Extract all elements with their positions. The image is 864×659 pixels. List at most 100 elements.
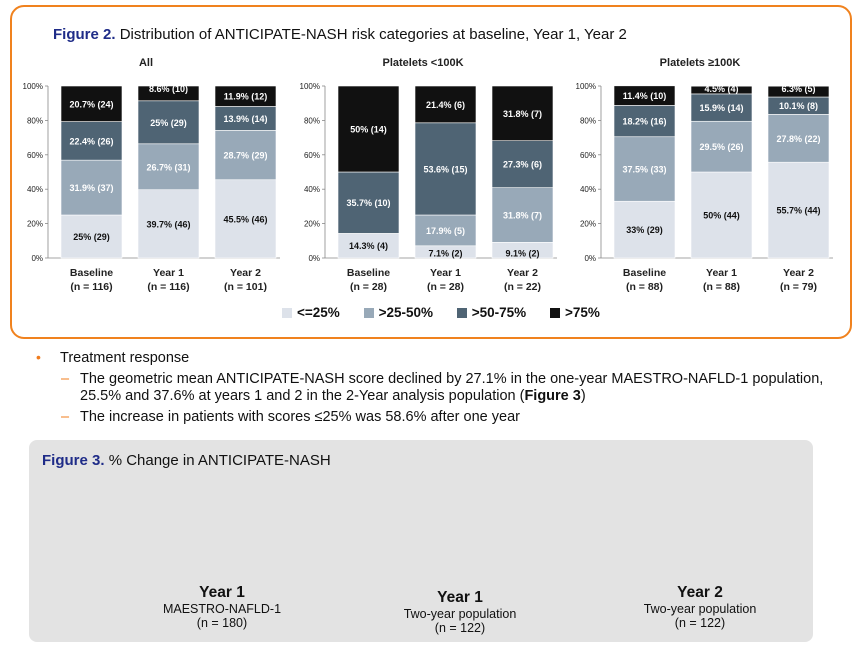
legend-item: >75% (549, 305, 600, 320)
category-label: Year 2 (783, 267, 814, 279)
bullet-sub-2-text: The increase in patients with scores ≤25… (80, 409, 520, 425)
data-label: 55.7% (44) (776, 206, 820, 216)
category-label: Year 1 (153, 267, 184, 279)
bar-segment (690, 85, 753, 95)
legend-swatch (282, 308, 292, 318)
category-label: (n = 116) (147, 281, 189, 293)
data-label: 39.7% (46) (146, 219, 190, 229)
bullet-sub-1: – The geometric mean ANTICIPATE-NASH sco… (36, 371, 856, 405)
legend-item: >25-50% (363, 305, 433, 320)
data-label: 17.9% (5) (426, 226, 465, 236)
legend-label: <=25% (297, 305, 340, 320)
figure-3-category-label: Year 1 Two-year population (n = 122) (380, 588, 540, 635)
panel-title: Platelets <100K (382, 57, 463, 69)
figure-3-panel (29, 440, 813, 642)
figure-3-label: Figure 3. (42, 452, 105, 469)
y-tick-label: 0% (31, 254, 43, 263)
data-label: 14.3% (4) (349, 241, 388, 251)
category-label: (n = 22) (504, 281, 541, 293)
bar-segment (214, 179, 277, 259)
bullet-main: • Treatment response (36, 349, 856, 367)
bar-segment (613, 200, 676, 259)
category-label: (n = 28) (350, 281, 387, 293)
category-label: Year 1 (706, 267, 737, 279)
category-label: Year 1 (430, 267, 461, 279)
data-label: 6.3% (5) (781, 84, 815, 94)
y-tick-label: 20% (27, 220, 43, 229)
y-tick-label: 100% (23, 82, 43, 91)
bar-segment (491, 85, 554, 141)
data-label: 50% (14) (350, 125, 387, 135)
category-line-2: Two-year population (403, 607, 517, 621)
bullet-sub-1-text: The geometric mean ANTICIPATE-NASH score… (80, 371, 824, 404)
y-tick-label: 20% (304, 220, 320, 229)
category-main-label: Year 2 (677, 584, 723, 601)
figure-3-category-label: Year 2 Two-year population (n = 122) (620, 583, 780, 630)
category-label: Baseline (623, 267, 666, 279)
data-label: 15.9% (14) (699, 103, 743, 113)
y-tick-label: 0% (584, 254, 596, 263)
data-label: 35.7% (10) (346, 198, 390, 208)
legend-label: >75% (564, 305, 600, 320)
bar-segment (767, 161, 830, 259)
data-label: 7.1% (2) (428, 249, 462, 259)
data-label: 27.8% (22) (776, 134, 820, 144)
bullet-sub-1-figure-ref: Figure 3 (524, 388, 581, 404)
category-line-2: MAESTRO-NAFLD-1 (162, 602, 282, 616)
legend-swatch (456, 308, 467, 318)
data-label: 21.4% (6) (426, 100, 465, 110)
legend-swatch (363, 308, 374, 318)
data-label: 4.5% (4) (704, 84, 738, 94)
bar-segment (137, 85, 200, 102)
bar-segment (60, 121, 123, 161)
category-label: (n = 101) (224, 281, 267, 293)
figure-3-title-text: % Change in ANTICIPATE-NASH (108, 452, 331, 469)
category-line-3: (n = 180) (196, 616, 248, 630)
bar-segment (137, 100, 200, 145)
legend-item: >50-75% (456, 305, 526, 320)
treatment-response-bullets: • Treatment response – The geometric mea… (36, 349, 856, 430)
category-line-2: Two-year population (643, 602, 757, 616)
data-label: 45.5% (46) (223, 214, 267, 224)
category-label: (n = 28) (427, 281, 464, 293)
figure-2-label: Figure 2. (53, 26, 116, 43)
data-label: 28.7% (29) (223, 151, 267, 161)
y-tick-label: 40% (304, 185, 320, 194)
data-label: 31.8% (7) (503, 109, 542, 119)
y-tick-label: 100% (300, 82, 320, 91)
bar-segment (60, 85, 123, 122)
bullet-main-text: Treatment response (60, 350, 190, 366)
bullet-sub-2: – The increase in patients with scores ≤… (36, 409, 856, 426)
y-tick-label: 80% (580, 116, 596, 125)
data-label: 20.7% (24) (69, 99, 113, 109)
figure-2-legend: <=25% >25-50% >50-75% >75% (282, 305, 620, 320)
data-label: 26.7% (31) (146, 162, 190, 172)
bar-segment (491, 140, 554, 188)
category-main-label: Year 1 (437, 589, 483, 606)
data-label: 13.9% (14) (223, 114, 267, 124)
data-label: 11.4% (10) (623, 91, 667, 101)
bar-segment (613, 85, 676, 106)
bar-segment (137, 189, 200, 259)
data-label: 37.5% (33) (622, 164, 666, 174)
category-line-3: (n = 122) (674, 616, 726, 630)
category-label: (n = 79) (780, 281, 817, 293)
data-label: 25% (29) (150, 118, 187, 128)
figure-2-title: Figure 2. Distribution of ANTICIPATE-NAS… (53, 26, 627, 43)
data-label: 11.9% (12) (224, 92, 268, 102)
bar-segment (613, 136, 676, 202)
bar-segment (767, 114, 830, 163)
data-label: 22.4% (26) (69, 136, 113, 146)
data-label: 31.9% (37) (69, 183, 113, 193)
bullet-sub-1-end: ) (580, 388, 586, 404)
data-label: 18.2% (16) (622, 117, 666, 127)
category-label: (n = 88) (626, 281, 663, 293)
y-tick-label: 60% (304, 151, 320, 160)
bar-segment (613, 105, 676, 138)
panel-title: All (139, 57, 153, 69)
bar-segment (337, 85, 400, 173)
bar-segment (767, 85, 830, 98)
category-label: Year 2 (230, 267, 261, 279)
category-label: (n = 116) (70, 281, 112, 293)
